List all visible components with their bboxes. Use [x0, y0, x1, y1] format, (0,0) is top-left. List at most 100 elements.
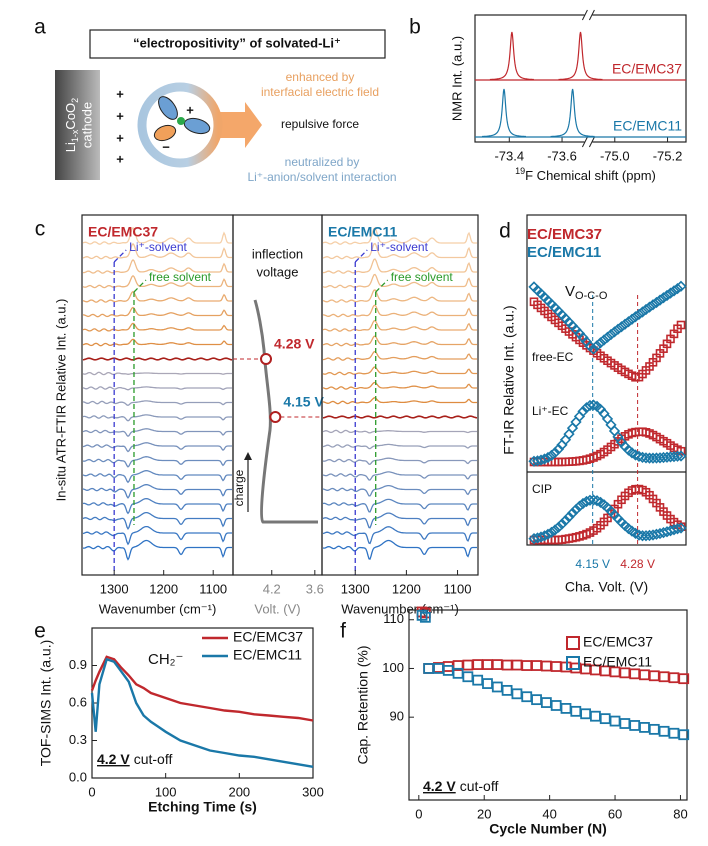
formula-sub: 1-x: [70, 129, 80, 142]
mode-label: VO-C-O: [565, 283, 608, 302]
anion: [153, 124, 177, 142]
trend-marker: [584, 399, 596, 412]
arrow-label: charge: [232, 469, 246, 506]
annotation: Li⁺-solvent: [370, 240, 428, 254]
x-tick-label: 4.15 V: [575, 557, 610, 571]
trend-marker: [559, 514, 572, 527]
y-axis-label: In-situ ATR-FTIR Relative Int. (a.u.): [53, 299, 68, 502]
trend-marker: [556, 518, 568, 530]
spectrum: [322, 381, 477, 390]
charge-sign: −: [162, 139, 170, 154]
trend-marker: [570, 503, 582, 516]
trend-marker: [538, 530, 551, 542]
x-tick-label: 300: [302, 784, 324, 799]
trend-marker: [615, 321, 628, 333]
trend-marker: [591, 340, 603, 352]
panel-label: e: [34, 620, 46, 643]
note: enhanced by: [286, 70, 355, 84]
series-line: [90, 657, 314, 768]
plot-frame: [321, 214, 479, 576]
spectrum: [322, 471, 477, 481]
annotation: free solvent: [391, 270, 454, 284]
x-axis-label: Wavenumber (cm⁻¹): [99, 601, 217, 616]
trend-marker: [570, 416, 582, 428]
data-point: [501, 659, 513, 671]
spectrum: [323, 304, 477, 318]
trend-marker: [577, 497, 589, 510]
data-point: [423, 663, 435, 674]
spectrum: [322, 415, 478, 419]
cutoff-text: cut-off: [460, 778, 499, 794]
x-label-text: F Chemical shift (ppm): [525, 168, 656, 183]
data-point: [419, 611, 431, 623]
x-tick-label: -75.2: [653, 148, 683, 163]
spectrum: [82, 338, 232, 347]
trend-marker: [573, 500, 586, 512]
trend-marker: [633, 450, 645, 463]
data-point: [511, 688, 523, 700]
spectrum: [322, 319, 477, 332]
cutoff-text: cut-off: [134, 751, 173, 767]
region-label: CIP: [532, 482, 552, 496]
trend-marker: [563, 511, 575, 523]
spectrum: [322, 484, 477, 497]
legend-label: EC/EMC37: [583, 634, 653, 650]
mode-main: V: [565, 283, 575, 300]
axis-break-gap: [584, 9, 593, 21]
data-point: [599, 713, 611, 725]
y-axis-label: FT-IR Relative Int. (a.u.): [501, 305, 517, 454]
data-point: [482, 678, 493, 689]
spectrum: [322, 539, 477, 560]
plot-frame: [81, 214, 234, 576]
x-tick-label: -73.4: [494, 148, 524, 163]
schematic: “electropositivity” of solvated-Li⁺ Li1-…: [55, 29, 397, 184]
data-point: [639, 669, 650, 681]
data-point: [472, 659, 484, 670]
note: interfacial electric field: [261, 85, 379, 99]
spectrum: [322, 512, 477, 529]
data-point: [678, 729, 690, 741]
y-tick-label: 0.9: [69, 657, 87, 672]
spectrum: [82, 274, 232, 289]
trend-marker: [633, 308, 645, 320]
legend-label: EC/EMC37: [527, 226, 602, 243]
spectrum: [82, 414, 232, 422]
trend-marker: [608, 326, 621, 338]
data-point: [668, 672, 680, 684]
trend-marker: [601, 413, 614, 425]
trend-marker: [626, 313, 638, 325]
trend-marker: [587, 399, 600, 411]
trend-marker: [545, 449, 558, 462]
x-axis-label: Volt. (V): [254, 601, 300, 616]
legend-label: EC/EMC11: [613, 118, 682, 134]
value-label: 4.15 V: [283, 394, 324, 410]
spectrum: [322, 289, 477, 303]
note: neutralized by: [285, 155, 360, 169]
data-point: [540, 660, 552, 672]
data-point: [619, 718, 631, 729]
spectrum: [82, 470, 232, 484]
inflection-point: [269, 411, 282, 423]
nmr-peak: [550, 88, 595, 138]
cathode-note: cathode: [79, 102, 94, 148]
x-tick-label: 1300: [341, 581, 370, 596]
x-tick-label: 1300: [100, 581, 129, 596]
spectrum: [322, 350, 477, 361]
trend-marker: [675, 522, 687, 534]
x-tick-label: 1200: [392, 581, 421, 596]
trend-marker: [566, 507, 579, 519]
x-tick-label: 1200: [149, 581, 178, 596]
annotation-leader: [375, 279, 389, 293]
x-tick-label: 0: [88, 784, 95, 799]
spectrum: [322, 457, 477, 466]
spectrum: [82, 484, 232, 499]
trend-marker: [636, 451, 649, 463]
spectrum: [322, 429, 477, 434]
x-axis-label: 19F Chemical shift (ppm): [515, 166, 656, 183]
arrow: [214, 102, 262, 148]
region-label: Li⁺-EC: [532, 404, 569, 418]
axis-break: [581, 136, 588, 148]
spectrum: [83, 306, 232, 318]
trend-marker: [587, 494, 600, 506]
